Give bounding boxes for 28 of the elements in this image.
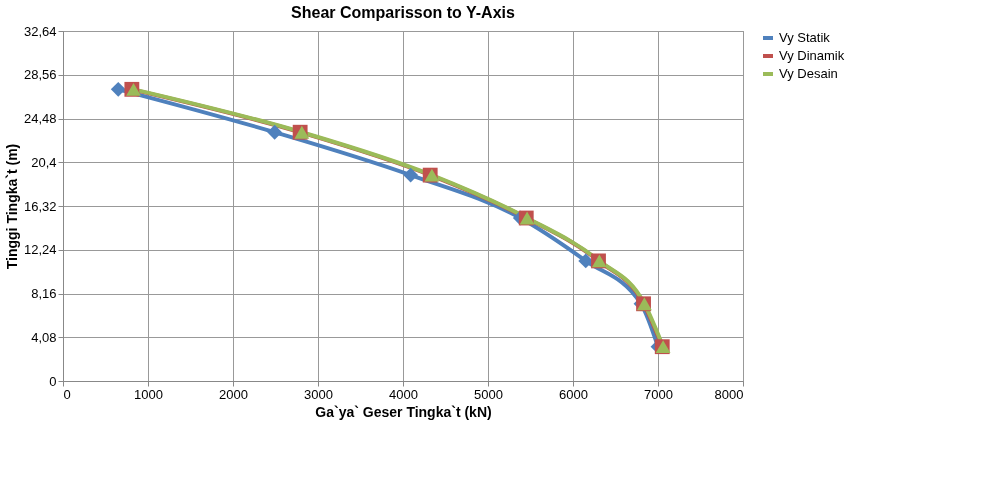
y-tick-label: 4,08 [31, 329, 57, 345]
y-tick-label: 24,48 [23, 111, 57, 126]
y-tick-label: 20,4 [31, 154, 57, 170]
legend-label: Vy Statik [779, 30, 831, 45]
point [403, 167, 419, 183]
point [578, 253, 594, 269]
y-tick-label: 12,24 [23, 242, 57, 258]
x-tick-label: 6000 [559, 386, 588, 402]
legend-label: Vy Desain [779, 66, 838, 81]
x-tick-label: 3000 [304, 386, 333, 402]
y-axis-title: Tinggi Tingka`t (m) [3, 143, 20, 270]
x-tick-label: 5000 [474, 386, 503, 402]
chart-title: Shear Comparisson to Y-Axis [291, 4, 515, 21]
y-tick-label: 0 [49, 373, 57, 389]
y-tick-label: 16,32 [23, 198, 57, 214]
x-tick-label: 1000 [134, 386, 163, 402]
point [110, 81, 126, 97]
x-tick-label: 7000 [644, 386, 673, 402]
x-axis-title: Ga`ya` Geser Tingka`t (kN) [315, 403, 492, 420]
legend-label: Vy Dinamik [779, 48, 845, 63]
x-tick-label: 0 [63, 386, 71, 402]
x-tick-label: 8000 [714, 386, 744, 402]
point [267, 124, 283, 140]
x-tick-label: 2000 [219, 386, 248, 402]
y-tick-label: 8,16 [31, 286, 57, 301]
x-tick-label: 4000 [389, 386, 418, 402]
y-tick-label: 28,56 [23, 67, 57, 83]
y-tick-label: 32,64 [23, 23, 57, 39]
